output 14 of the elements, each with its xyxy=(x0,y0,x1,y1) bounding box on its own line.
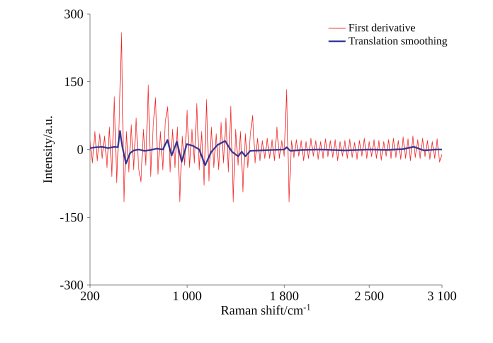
x-axis-title: Raman shift/cm$^{-1}$ xyxy=(221,304,310,315)
legend-label: First derivative xyxy=(348,24,415,32)
y-tick-label: 150 xyxy=(65,77,83,86)
y-axis-title: Intensity/a.u. xyxy=(43,116,55,183)
x-tick-label: 3 100 xyxy=(428,292,456,300)
x-tick-label: 2 500 xyxy=(355,292,384,300)
y-tick-label: 300 xyxy=(64,10,83,18)
legend-label: Translation smoothing xyxy=(348,36,448,47)
x-tick-label: 200 xyxy=(80,292,100,300)
x-tick-label: 1 800 xyxy=(270,292,298,300)
y-tick-label: -300 xyxy=(60,280,83,290)
y-tick-label: -150 xyxy=(60,212,83,222)
x-tick-label: 1 000 xyxy=(174,292,202,300)
y-tick-label: 0 xyxy=(77,145,83,154)
